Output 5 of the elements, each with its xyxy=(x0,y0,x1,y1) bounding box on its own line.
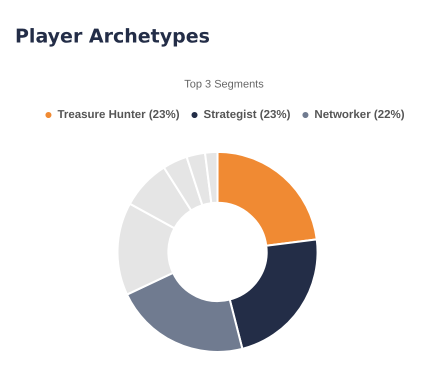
chart-title: Player Archetypes xyxy=(15,26,210,48)
legend-label: Treasure Hunter (23%) xyxy=(57,109,180,121)
chart-subtitle: Top 3 Segments xyxy=(184,78,264,90)
legend-label: Networker (22%) xyxy=(314,109,405,121)
legend-label: Strategist (23%) xyxy=(204,109,291,121)
